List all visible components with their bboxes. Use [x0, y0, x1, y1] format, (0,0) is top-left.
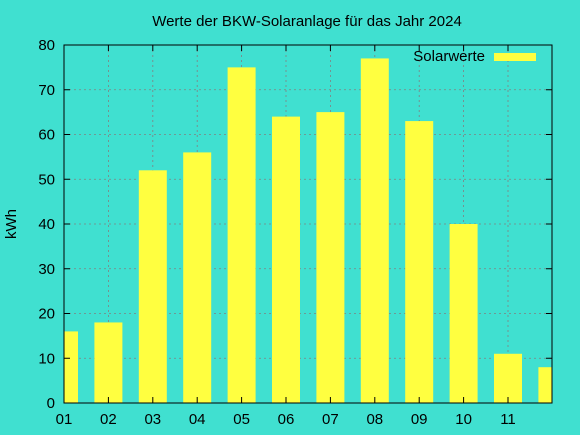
bar-05 [227, 67, 256, 403]
bar-06 [272, 116, 300, 403]
bar-10 [449, 224, 478, 403]
y-tick-label: 30 [38, 261, 55, 278]
x-tick-label: 04 [189, 411, 206, 428]
y-tick-label: 80 [38, 37, 55, 54]
x-tick-label: 07 [322, 411, 339, 428]
x-tick-label: 11 [500, 411, 516, 428]
ticks: 0 10 20 30 40 50 60 70 80 01 02 03 04 05 06 07 08 09 10 11 [38, 37, 552, 428]
legend-swatch [494, 53, 536, 61]
y-tick-label: 10 [38, 350, 55, 367]
bar-09 [405, 121, 434, 403]
x-tick-label: 08 [366, 411, 383, 428]
bar-11 [494, 353, 522, 403]
x-tick-label: 03 [144, 411, 161, 428]
bar-08 [360, 58, 389, 404]
x-tick-label: 02 [100, 411, 117, 428]
bar-02 [94, 322, 123, 403]
x-tick-label: 05 [233, 411, 250, 428]
chart-title: Werte der BKW-Solaranlage für das Jahr 2… [152, 13, 462, 30]
bars [64, 58, 552, 404]
bar-01 [64, 331, 78, 403]
y-tick-label: 60 [38, 127, 55, 144]
x-tick-label: 06 [278, 411, 295, 428]
y-tick-label: 50 [38, 171, 55, 188]
x-tick-label: 01 [56, 411, 73, 428]
bar-04 [183, 152, 212, 403]
bar-03 [138, 170, 167, 403]
y-tick-label: 70 [38, 82, 55, 99]
bar-12 [538, 367, 552, 403]
bar-07 [316, 112, 345, 403]
plot-frame [63, 44, 553, 404]
y-tick-label: 20 [38, 306, 55, 323]
x-tick-label: 10 [455, 411, 472, 428]
x-tick-label: 09 [411, 411, 428, 428]
y-axis-label: kWh [3, 209, 20, 239]
legend: Solarwerte [413, 48, 536, 65]
grid [64, 45, 552, 403]
y-tick-label: 0 [47, 395, 55, 412]
y-tick-label: 40 [38, 216, 55, 233]
legend-label: Solarwerte [413, 48, 485, 65]
